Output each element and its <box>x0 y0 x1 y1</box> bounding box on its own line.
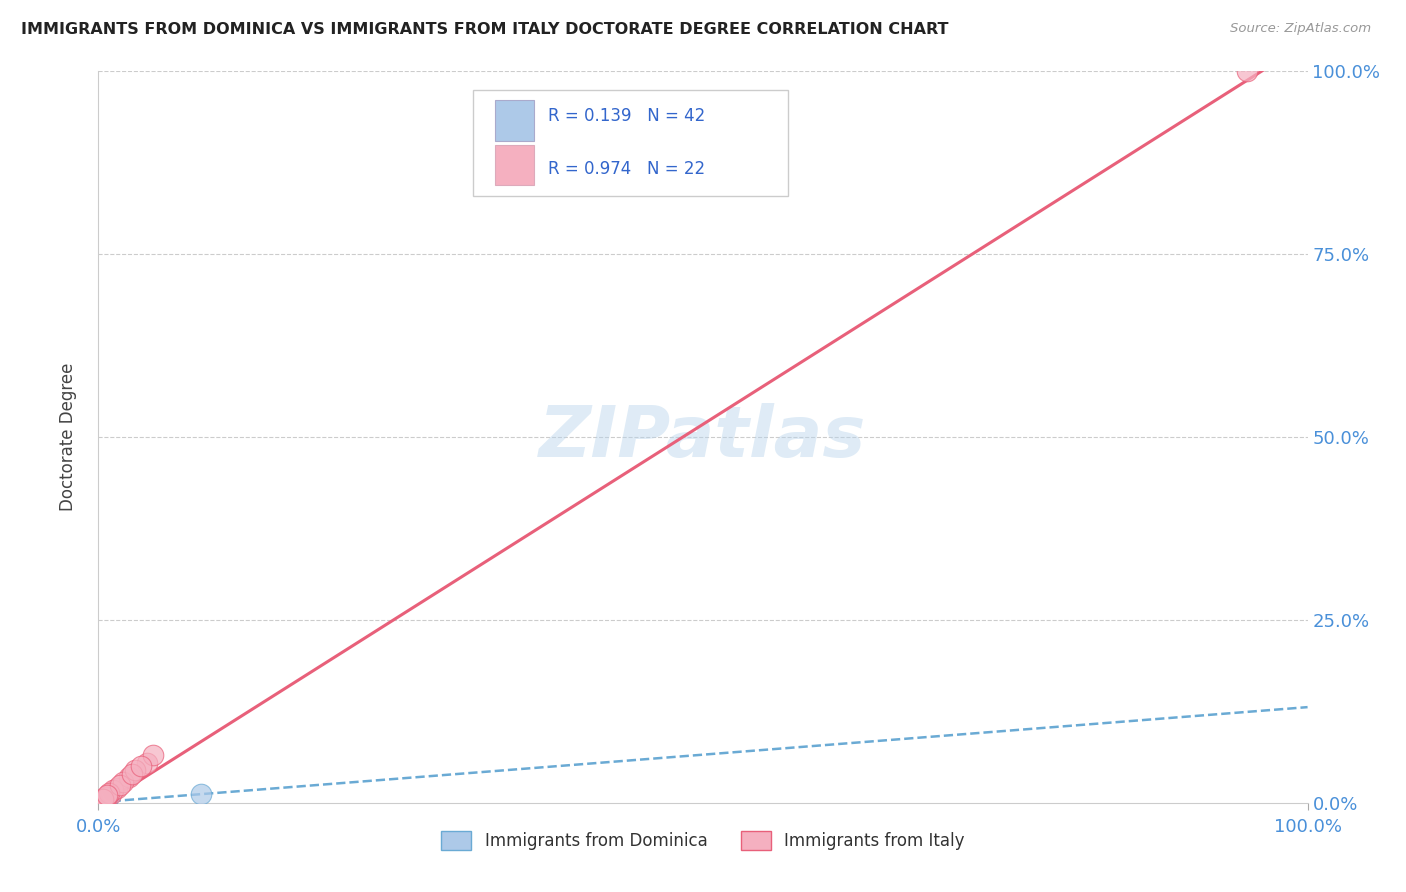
Point <box>124 763 146 777</box>
Point <box>90 795 112 809</box>
Point <box>96 794 118 808</box>
Point <box>118 770 141 784</box>
Point <box>96 794 118 808</box>
Point <box>91 795 114 809</box>
Text: R = 0.974   N = 22: R = 0.974 N = 22 <box>548 161 706 178</box>
Text: Source: ZipAtlas.com: Source: ZipAtlas.com <box>1230 22 1371 36</box>
Point <box>93 795 115 809</box>
Point <box>91 794 114 808</box>
Point <box>94 794 117 808</box>
Point <box>89 796 111 810</box>
Bar <box>495 100 534 141</box>
Point <box>89 796 111 810</box>
Point <box>101 782 124 797</box>
Point <box>1236 64 1258 78</box>
Point <box>142 748 165 763</box>
Point <box>89 796 111 810</box>
FancyBboxPatch shape <box>474 90 787 195</box>
Point <box>93 791 115 805</box>
Text: IMMIGRANTS FROM DOMINICA VS IMMIGRANTS FROM ITALY DOCTORATE DEGREE CORRELATION C: IMMIGRANTS FROM DOMINICA VS IMMIGRANTS F… <box>21 22 949 37</box>
Point <box>94 794 117 808</box>
Point <box>91 795 114 809</box>
Point <box>90 796 112 810</box>
Point <box>91 792 114 806</box>
Point <box>90 795 112 809</box>
Point <box>91 795 114 809</box>
Point <box>111 775 134 789</box>
Point <box>94 794 117 808</box>
Point <box>91 795 114 809</box>
Point <box>94 789 117 804</box>
Point <box>93 795 115 809</box>
Point <box>91 795 114 809</box>
Text: R = 0.139   N = 42: R = 0.139 N = 42 <box>548 107 706 125</box>
Point <box>91 795 114 809</box>
Point <box>91 795 114 809</box>
Point <box>89 796 111 810</box>
Point <box>89 796 111 810</box>
Point <box>121 766 143 780</box>
Point <box>90 796 112 810</box>
Point <box>91 795 114 809</box>
Point <box>190 787 212 801</box>
Point <box>91 795 114 809</box>
Point <box>100 787 122 801</box>
Point <box>91 795 114 809</box>
Point <box>91 795 114 809</box>
Point <box>96 789 118 803</box>
Bar <box>495 145 534 185</box>
Point <box>89 796 111 810</box>
Point <box>108 778 131 792</box>
Point <box>135 756 157 770</box>
Point <box>91 792 114 806</box>
Point <box>91 795 114 809</box>
Point <box>90 794 112 808</box>
Point <box>93 795 115 809</box>
Text: ZIPatlas: ZIPatlas <box>540 402 866 472</box>
Point <box>93 795 115 809</box>
Point <box>91 795 114 809</box>
Point <box>98 786 121 800</box>
Point <box>89 795 111 809</box>
Point <box>129 759 152 773</box>
Y-axis label: Doctorate Degree: Doctorate Degree <box>59 363 77 511</box>
Point <box>91 795 114 809</box>
Point <box>93 795 115 809</box>
Point <box>90 795 112 809</box>
Point <box>90 796 112 810</box>
Legend: Immigrants from Dominica, Immigrants from Italy: Immigrants from Dominica, Immigrants fro… <box>434 824 972 856</box>
Point <box>90 796 112 810</box>
Point <box>90 796 112 810</box>
Point <box>90 795 112 809</box>
Point <box>105 781 128 796</box>
Point <box>97 789 120 803</box>
Point <box>93 795 115 809</box>
Point <box>94 794 117 808</box>
